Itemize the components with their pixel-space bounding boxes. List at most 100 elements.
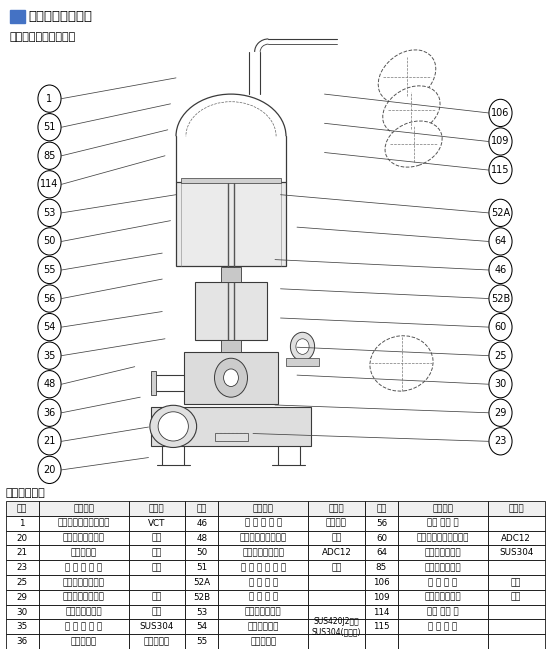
Text: 54: 54: [43, 322, 56, 332]
Text: 55: 55: [43, 265, 56, 275]
Text: 53: 53: [196, 607, 207, 617]
Bar: [185, 501, 218, 516]
Bar: [488, 531, 544, 545]
Circle shape: [489, 199, 512, 227]
Bar: [308, 531, 365, 545]
Ellipse shape: [385, 121, 442, 167]
Text: 115: 115: [491, 165, 510, 175]
Text: モータフレーム: モータフレーム: [425, 548, 461, 557]
Bar: [129, 516, 185, 531]
Text: メカニカルシール: メカニカルシール: [63, 578, 104, 587]
Bar: [218, 619, 308, 634]
Bar: [488, 560, 544, 575]
Text: 下 部 軸 受: 下 部 軸 受: [249, 593, 278, 602]
Text: 21: 21: [43, 436, 56, 447]
Bar: [398, 605, 488, 619]
Text: 52B: 52B: [491, 293, 510, 304]
Text: 52A: 52A: [491, 208, 510, 218]
Text: 50: 50: [196, 548, 207, 557]
Text: ADC12: ADC12: [501, 533, 531, 543]
Text: モータブラケット: モータブラケット: [243, 548, 284, 557]
Text: SUS304: SUS304: [140, 622, 174, 631]
Text: 64: 64: [376, 548, 387, 557]
Text: 21: 21: [16, 548, 28, 557]
Circle shape: [38, 114, 61, 141]
Text: 54: 54: [196, 622, 207, 631]
Text: 60: 60: [494, 322, 507, 332]
Bar: [39, 619, 129, 634]
Circle shape: [38, 256, 61, 284]
Circle shape: [489, 342, 512, 369]
Bar: [10, 10, 25, 23]
Text: オイルリフター: オイルリフター: [65, 607, 102, 617]
Ellipse shape: [158, 412, 188, 441]
Bar: [195, 282, 267, 340]
Text: 品名・材質表: 品名・材質表: [6, 489, 45, 498]
Bar: [308, 605, 365, 619]
Circle shape: [38, 285, 61, 312]
Text: フ ロ ー ト: フ ロ ー ト: [428, 578, 458, 587]
Bar: [365, 531, 398, 545]
Bar: [6, 560, 38, 575]
Bar: [365, 590, 398, 605]
Bar: [365, 545, 398, 560]
Text: 樹脂: 樹脂: [152, 607, 162, 617]
Bar: [308, 560, 365, 575]
Text: 品　　名: 品 名: [253, 504, 274, 513]
Bar: [185, 531, 218, 545]
Circle shape: [38, 371, 61, 398]
Bar: [6, 545, 38, 560]
Text: 樹脂: 樹脂: [152, 533, 162, 543]
Text: 106: 106: [491, 108, 510, 118]
Bar: [182, 178, 280, 183]
Bar: [398, 516, 488, 531]
Bar: [308, 501, 365, 516]
Bar: [129, 575, 185, 590]
Bar: [39, 531, 129, 545]
Bar: [39, 605, 129, 619]
Text: 36: 36: [43, 408, 56, 418]
Text: 1: 1: [46, 93, 53, 104]
Text: 注 油 ブ ラ グ: 注 油 ブ ラ グ: [65, 622, 102, 631]
Text: 樹脂: 樹脂: [331, 533, 342, 543]
Text: 回　転　子: 回 転 子: [250, 637, 277, 646]
Bar: [218, 575, 308, 590]
Bar: [185, 560, 218, 575]
Bar: [308, 590, 365, 605]
Text: ガラス球: ガラス球: [326, 519, 347, 528]
Text: 35: 35: [16, 622, 28, 631]
Bar: [214, 433, 248, 441]
Text: 48: 48: [196, 533, 207, 543]
Bar: [6, 531, 38, 545]
Text: VCT: VCT: [148, 519, 166, 528]
Circle shape: [489, 371, 512, 398]
Bar: [365, 560, 398, 575]
Bar: [39, 545, 129, 560]
Circle shape: [38, 428, 61, 455]
Bar: [39, 634, 129, 649]
Text: 53: 53: [43, 208, 56, 218]
Ellipse shape: [378, 50, 436, 103]
Bar: [488, 575, 544, 590]
Circle shape: [38, 342, 61, 369]
Bar: [308, 575, 365, 590]
Circle shape: [38, 399, 61, 426]
Text: SUS304: SUS304: [499, 548, 534, 557]
Circle shape: [489, 313, 512, 341]
Text: 材　質: 材 質: [508, 504, 524, 513]
Bar: [308, 619, 365, 634]
Text: ト ラ ン ス: ト ラ ン ス: [428, 622, 458, 631]
Text: 35: 35: [43, 350, 56, 361]
Bar: [218, 560, 308, 575]
Text: 114: 114: [373, 607, 390, 617]
Bar: [185, 634, 218, 649]
Text: 29: 29: [494, 408, 507, 418]
Bar: [218, 531, 308, 545]
Text: モータ保護装置: モータ保護装置: [245, 607, 282, 617]
Ellipse shape: [370, 336, 433, 391]
Text: エ ア バ ル ブ: エ ア バ ル ブ: [245, 519, 282, 528]
Text: 51: 51: [196, 563, 207, 572]
Text: ベアリングハウジング: ベアリングハウジング: [417, 533, 469, 543]
Bar: [221, 340, 241, 352]
Ellipse shape: [383, 86, 440, 135]
